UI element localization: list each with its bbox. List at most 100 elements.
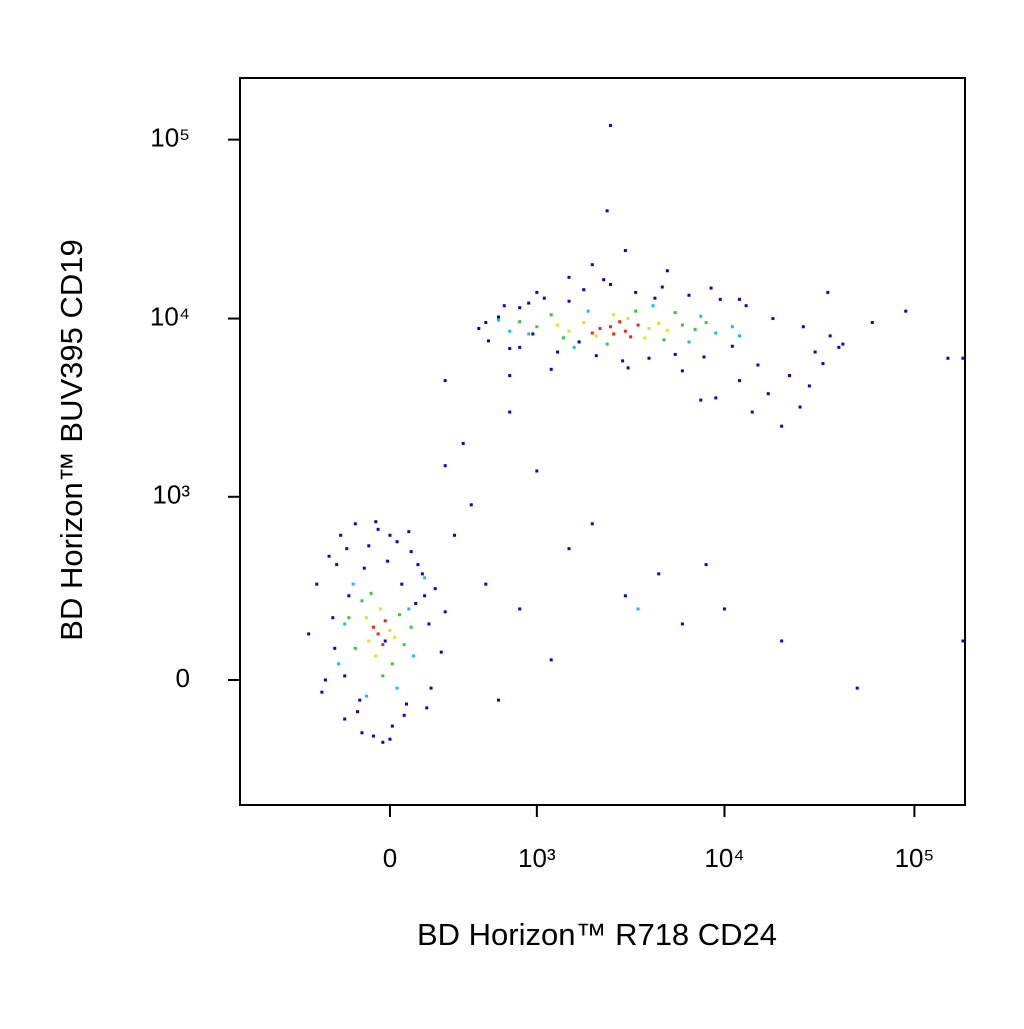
dot — [605, 209, 609, 213]
dot — [623, 329, 627, 333]
dot — [837, 345, 841, 349]
dot — [647, 326, 651, 330]
dot — [673, 352, 677, 356]
dot — [369, 591, 373, 595]
dot — [535, 469, 539, 473]
dot — [429, 686, 433, 690]
dot — [704, 321, 708, 325]
dot — [612, 332, 616, 336]
dot — [636, 323, 640, 327]
dot — [660, 285, 664, 289]
dot — [680, 369, 684, 373]
plot-frame — [239, 77, 966, 806]
dot — [602, 278, 606, 282]
dot — [535, 325, 539, 329]
dot — [335, 563, 339, 567]
dot — [780, 639, 784, 643]
dot — [590, 263, 594, 267]
dot — [813, 350, 817, 354]
dot — [946, 356, 950, 360]
dot — [486, 339, 490, 343]
dot — [549, 658, 553, 662]
dot — [315, 582, 319, 586]
dot — [535, 290, 539, 294]
dot — [423, 576, 427, 580]
dot — [801, 325, 805, 329]
dot — [367, 544, 371, 548]
dot — [657, 572, 661, 576]
dot — [828, 334, 832, 338]
dot — [343, 674, 347, 678]
dot — [407, 607, 411, 611]
dot — [527, 301, 531, 305]
dot — [307, 632, 311, 636]
dot — [608, 123, 612, 127]
dot — [618, 320, 622, 324]
dot — [371, 625, 375, 629]
dot — [699, 314, 703, 318]
dot — [484, 321, 488, 325]
dot — [738, 297, 742, 301]
dot — [714, 331, 718, 335]
dot — [353, 522, 357, 526]
dot — [626, 317, 630, 321]
dot — [443, 379, 447, 383]
x-axis-title: BD Horizon™ R718 CD24 — [417, 917, 777, 952]
dot — [594, 354, 598, 358]
dot — [855, 686, 859, 690]
dot — [433, 587, 437, 591]
dot — [347, 616, 351, 620]
dot — [657, 321, 661, 325]
dot — [345, 547, 349, 551]
dot — [339, 533, 343, 537]
dot — [730, 325, 734, 329]
dot — [508, 374, 512, 378]
dot — [608, 282, 612, 286]
dot — [718, 297, 722, 301]
dot — [327, 554, 331, 558]
dot — [374, 654, 378, 658]
dot — [621, 359, 625, 363]
dot — [549, 367, 553, 371]
dot — [687, 293, 691, 297]
dot — [577, 340, 581, 344]
y-tick-label: 10⁵ — [150, 122, 190, 152]
dot — [388, 629, 392, 633]
dot — [416, 563, 420, 567]
dot — [750, 410, 754, 414]
dot — [653, 296, 657, 300]
dot — [374, 520, 378, 524]
dot — [730, 344, 734, 348]
dot — [383, 619, 387, 623]
dot — [647, 356, 651, 360]
dot — [826, 290, 830, 294]
dot — [376, 632, 380, 636]
dot — [404, 702, 408, 706]
dot — [704, 563, 708, 567]
dot — [461, 441, 465, 445]
dot — [556, 350, 560, 354]
dot — [693, 327, 697, 331]
dot — [518, 320, 522, 324]
dot — [443, 464, 447, 468]
dot — [780, 424, 784, 428]
dot — [518, 306, 522, 310]
dot — [665, 328, 669, 332]
dot — [651, 304, 655, 308]
dot — [738, 334, 742, 338]
dot — [549, 313, 553, 317]
dot — [961, 356, 965, 360]
dot — [353, 646, 357, 650]
dot — [411, 654, 415, 658]
x-tick-label: 10⁵ — [895, 843, 935, 873]
dot — [484, 582, 488, 586]
dot — [612, 313, 616, 317]
dot — [358, 698, 362, 702]
dot — [766, 392, 770, 396]
dot — [364, 616, 368, 620]
dot — [343, 717, 347, 721]
dot — [605, 342, 609, 346]
y-axis-title: BD Horizon™ BUV395 CD19 — [54, 239, 89, 640]
y-tick-label: 10³ — [152, 480, 190, 510]
